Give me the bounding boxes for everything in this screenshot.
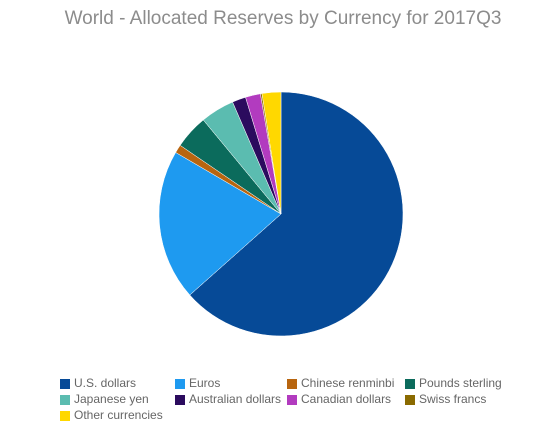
legend-swatch <box>287 395 297 405</box>
legend-swatch <box>405 379 415 389</box>
legend-label: Swiss francs <box>419 392 486 406</box>
pie-slice <box>158 152 282 296</box>
legend-label: Japanese yen <box>74 392 149 406</box>
legend-label: Chinese renminbi <box>301 376 394 390</box>
legend-swatch <box>60 395 70 405</box>
legend-label: Pounds sterling <box>419 376 502 390</box>
legend-swatch <box>175 379 185 389</box>
legend-label: U.S. dollars <box>74 376 136 390</box>
legend-swatch <box>60 411 70 421</box>
legend-label: Euros <box>189 376 220 390</box>
legend-label: Australian dollars <box>189 392 281 406</box>
chart-title: World - Allocated Reserves by Currency f… <box>65 8 502 29</box>
legend-swatch <box>287 379 297 389</box>
legend-swatch <box>60 379 70 389</box>
legend-label: Canadian dollars <box>301 392 391 406</box>
pie-slice <box>189 91 404 337</box>
pie-slice <box>261 91 282 215</box>
legend-swatch <box>175 395 185 405</box>
legend-swatch <box>405 395 415 405</box>
legend-label: Other currencies <box>74 408 163 422</box>
